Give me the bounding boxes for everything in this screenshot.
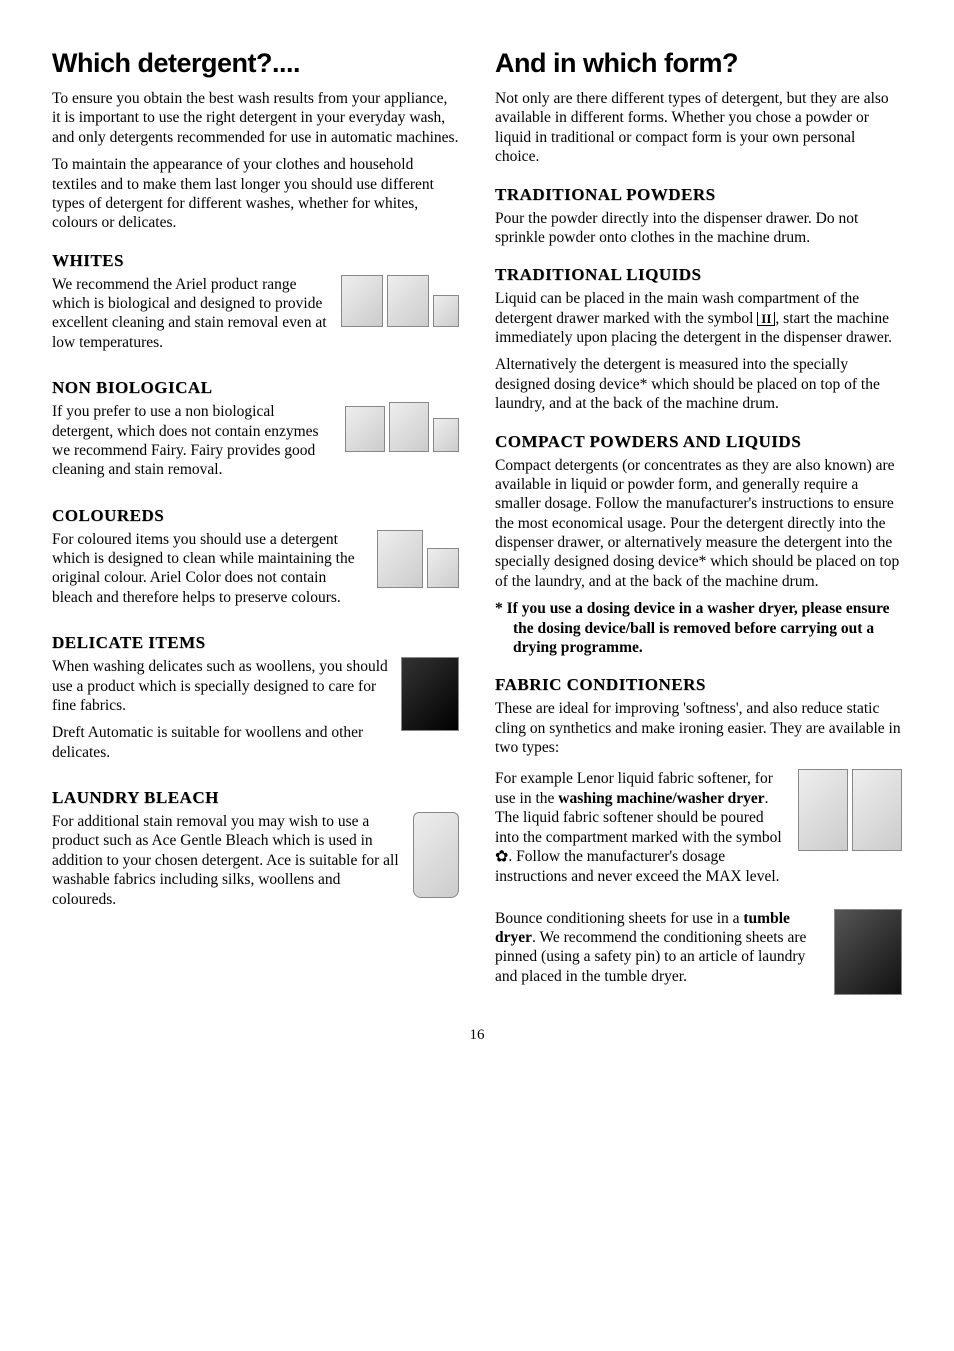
bounce-section: Bounce conditioning sheets for use in a … [495,909,902,995]
compact-heading: COMPACT POWDERS AND LIQUIDS [495,432,902,452]
tradliq-body-2: Alternatively the detergent is measured … [495,355,902,413]
bleach-section: For additional stain removal you may wis… [52,812,459,917]
bounce-text-2: . We recommend the conditioning sheets a… [495,929,806,985]
left-column: Which detergent?.... To ensure you obtai… [52,48,459,999]
right-intro: Not only are there different types of de… [495,89,902,167]
coloureds-section: For coloured items you should use a dete… [52,530,459,616]
lenor-body: For example Lenor liquid fabric softener… [495,769,786,886]
whites-body: We recommend the Ariel product range whi… [52,275,329,353]
nonbio-section: If you prefer to use a non biological de… [52,402,459,488]
nonbio-heading: NON BIOLOGICAL [52,378,459,398]
compartment-symbol-II: II [757,312,775,326]
dosing-note-text: * If you use a dosing device in a washer… [495,600,890,656]
delicate-body-2: Dreft Automatic is suitable for woollens… [52,723,389,762]
lenor-image [798,769,902,851]
bounce-text-1: Bounce conditioning sheets for use in a [495,910,743,927]
coloureds-heading: COLOUREDS [52,506,459,526]
delicate-heading: DELICATE ITEMS [52,633,459,653]
left-intro-2: To maintain the appearance of your cloth… [52,155,459,233]
right-column: And in which form? Not only are there di… [495,48,902,999]
dosing-note: * If you use a dosing device in a washer… [495,599,902,657]
dreft-image [401,657,459,731]
ariel-color-image [377,530,459,588]
left-title: Which detergent?.... [52,48,459,79]
right-title: And in which form? [495,48,902,79]
fairy-products-image [345,402,459,452]
whites-section: We recommend the Ariel product range whi… [52,275,459,361]
ace-bleach-image [413,812,459,898]
flower-symbol-icon: ✿ [495,848,508,865]
bleach-body: For additional stain removal you may wis… [52,812,401,909]
ariel-products-image [341,275,459,327]
compact-body: Compact detergents (or concentrates as t… [495,456,902,592]
tradpow-body: Pour the powder directly into the dispen… [495,209,902,248]
tradliq-body-1: Liquid can be placed in the main wash co… [495,289,902,347]
bounce-body: Bounce conditioning sheets for use in a … [495,909,822,987]
fabric-heading: FABRIC CONDITIONERS [495,675,902,695]
bounce-image [834,909,902,995]
whites-heading: WHITES [52,251,459,271]
left-intro-1: To ensure you obtain the best wash resul… [52,89,459,147]
tradliq-heading: TRADITIONAL LIQUIDS [495,265,902,285]
page-number: 16 [52,1027,902,1044]
lenor-text-3: . Follow the manufacturer's dosage instr… [495,848,780,885]
fabric-intro: These are ideal for improving 'softness'… [495,699,902,757]
bleach-heading: LAUNDRY BLEACH [52,788,459,808]
delicate-body-1: When washing delicates such as woollens,… [52,657,389,715]
delicate-section: When washing delicates such as woollens,… [52,657,459,770]
nonbio-body: If you prefer to use a non biological de… [52,402,333,480]
tradpow-heading: TRADITIONAL POWDERS [495,185,902,205]
lenor-section: For example Lenor liquid fabric softener… [495,769,902,894]
lenor-bold: washing machine/washer dryer [558,790,764,807]
coloureds-body: For coloured items you should use a dete… [52,530,365,608]
